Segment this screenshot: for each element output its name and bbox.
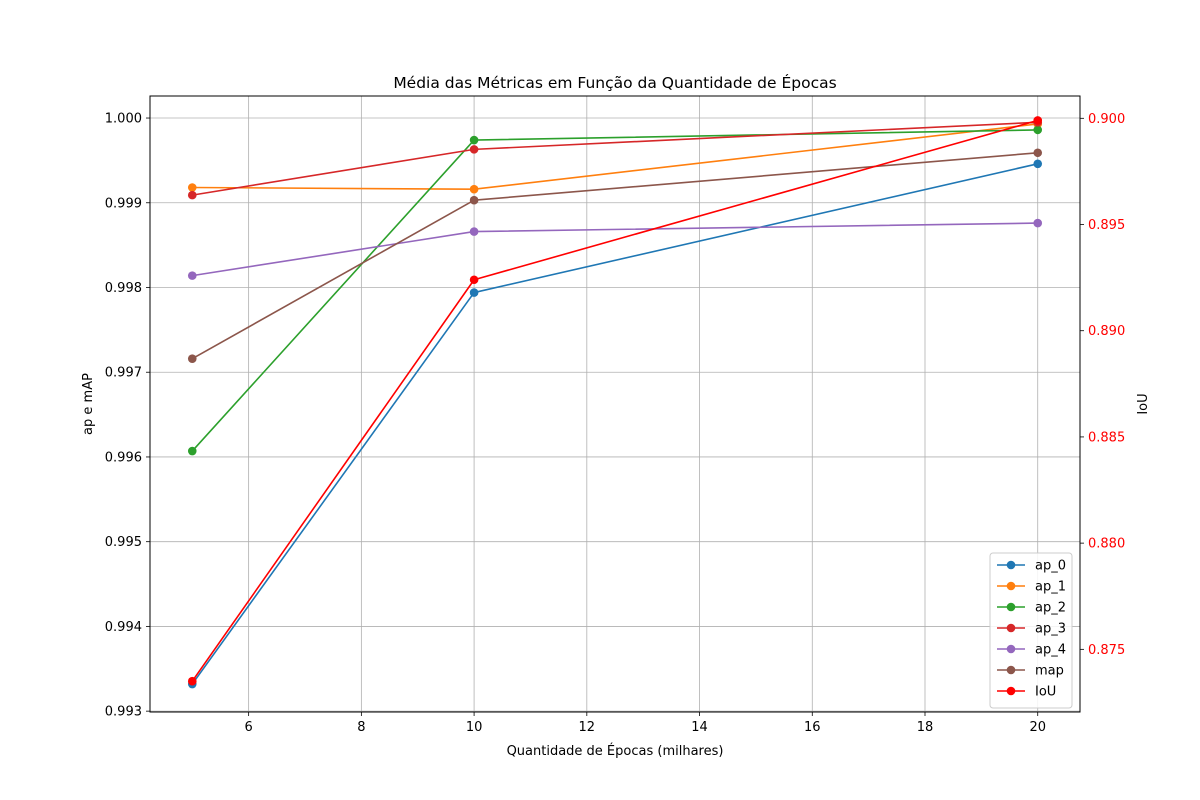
grid	[150, 96, 1080, 712]
legend-label: ap_1	[1035, 580, 1066, 595]
series-map	[187, 148, 1043, 363]
legend-item-ap_2: ap_2	[997, 601, 1066, 616]
data-point	[469, 145, 479, 154]
legend-marker	[1006, 602, 1016, 612]
series-line	[191, 163, 1038, 685]
series-ap_0	[187, 159, 1043, 689]
data-point	[187, 446, 197, 456]
legend-label: ap_4	[1035, 643, 1066, 658]
data-point	[1033, 125, 1043, 135]
x-tick-label: 16	[804, 720, 821, 735]
legend-item-ap_4: ap_4	[997, 643, 1066, 658]
y-right-tick-label: 0.880	[1088, 537, 1125, 552]
data-point	[187, 676, 197, 686]
x-tick-label: 8	[357, 720, 365, 735]
series-ap_2	[187, 125, 1043, 456]
legend-label: ap_0	[1035, 559, 1066, 574]
legend-label: IoU	[1035, 685, 1056, 700]
y-tick-label: 0.996	[105, 450, 142, 465]
series-line	[191, 129, 1038, 452]
y-tick-label: 0.999	[105, 196, 142, 211]
data-point	[469, 195, 479, 205]
x-axis-label: Quantidade de Épocas (milhares)	[507, 743, 724, 759]
x-tick-label: 12	[579, 720, 596, 735]
data-point	[187, 190, 197, 200]
legend-item-ap_3: ap_3	[997, 622, 1066, 637]
y-tick-label: 0.995	[105, 535, 142, 550]
data-point	[469, 275, 479, 285]
y-right-tick-label: 0.890	[1088, 324, 1125, 339]
data-point	[1033, 218, 1043, 228]
data-point	[469, 135, 479, 145]
series-ap_3	[187, 117, 1043, 200]
y-tick-label: 0.998	[105, 281, 142, 296]
data-point	[187, 271, 197, 280]
y-right-tick-label: 0.900	[1088, 112, 1125, 127]
chart-title: Média das Métricas em Função da Quantida…	[393, 73, 836, 92]
legend-item-ap_0: ap_0	[997, 559, 1066, 574]
data-point	[187, 354, 197, 363]
y-tick-label: 0.997	[105, 366, 142, 381]
y-right-tick-label: 0.885	[1088, 430, 1125, 445]
y-tick-label: 1.000	[105, 112, 142, 127]
legend-item-IoU: IoU	[997, 685, 1056, 700]
legend-marker	[1006, 581, 1016, 591]
series-layer	[187, 116, 1043, 689]
data-point	[1033, 116, 1043, 125]
x-tick-label: 14	[691, 720, 708, 735]
y-right-tick-label: 0.875	[1088, 643, 1125, 658]
x-tick-label: 18	[917, 720, 934, 735]
plot-frame	[149, 95, 1081, 713]
y-axis-label-right: IoU	[1136, 393, 1151, 414]
axes: 6 8 10 12 14 16 18 20 0.993 0.994 0.995 0.996 0.997 0…	[105, 112, 1125, 735]
y-right-tick-label: 0.895	[1088, 218, 1125, 233]
series-IoU	[187, 116, 1043, 686]
data-point	[469, 184, 479, 194]
data-point	[1033, 159, 1043, 169]
data-point	[1033, 148, 1043, 158]
legend-label: ap_2	[1035, 601, 1066, 616]
x-tick-label: 20	[1029, 720, 1046, 735]
series-ap_1	[187, 119, 1043, 194]
legend-marker	[1006, 686, 1016, 696]
legend-marker	[1006, 665, 1016, 675]
x-tick-label: 10	[466, 720, 483, 735]
legend-item-map: map	[997, 664, 1064, 679]
y-axis-label: ap e mAP	[81, 373, 96, 435]
legend-marker	[1006, 560, 1016, 570]
data-point	[469, 288, 479, 297]
series-line	[192, 222, 1038, 277]
series-line	[192, 121, 1038, 196]
legend-label: map	[1035, 664, 1064, 679]
x-tick-label: 6	[244, 720, 252, 735]
legend-item-ap_1: ap_1	[997, 580, 1066, 595]
legend-marker	[1006, 623, 1016, 633]
data-point	[187, 183, 197, 192]
data-point	[469, 227, 479, 236]
legend-label: ap_3	[1035, 622, 1066, 637]
series-ap_4	[187, 218, 1043, 280]
y-tick-label: 0.994	[105, 620, 142, 635]
y-tick-label: 0.993	[105, 705, 142, 720]
series-line	[191, 119, 1038, 682]
legend-marker	[1006, 644, 1016, 654]
